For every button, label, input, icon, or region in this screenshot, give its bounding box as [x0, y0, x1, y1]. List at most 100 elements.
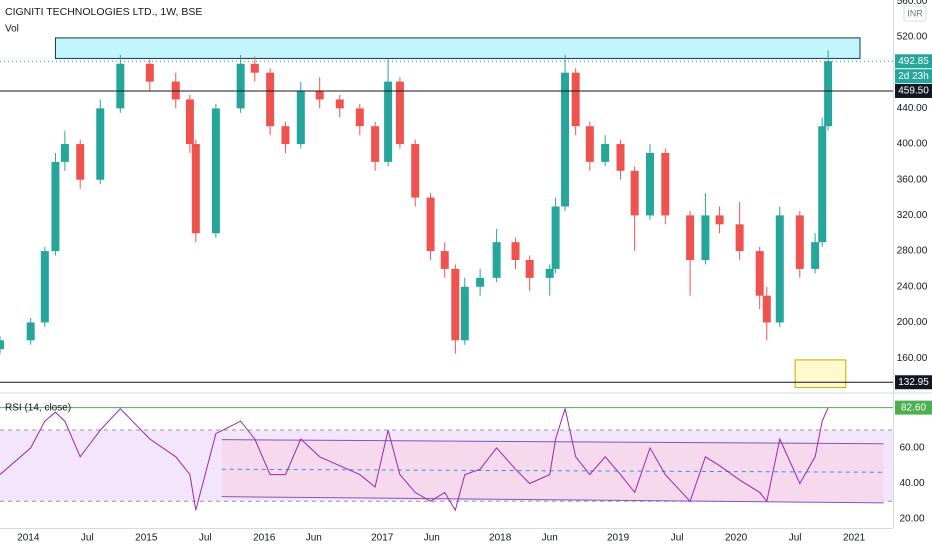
- x-tick-label: Jun: [424, 533, 440, 544]
- candle-body: [96, 108, 105, 180]
- rsi-title: RSI (14, close): [5, 403, 71, 414]
- x-tick-label: Jul: [199, 533, 212, 544]
- zone: [794, 359, 847, 389]
- candle-body: [211, 108, 220, 234]
- x-tick-label: 2014: [17, 533, 40, 544]
- y-tick-label: 560.00: [897, 0, 928, 7]
- candle-body: [645, 152, 654, 216]
- candle-body: [266, 72, 275, 127]
- candle-body: [116, 63, 125, 109]
- y-tick-label: 20.00: [899, 514, 924, 525]
- countdown-label: 2d 23h: [898, 71, 929, 82]
- candle-body: [476, 277, 485, 287]
- candle-body: [451, 268, 460, 341]
- candle-body: [571, 72, 580, 127]
- candle-body: [525, 260, 534, 278]
- rsi-line: [0, 406, 829, 512]
- price-tag-label: 459.50: [898, 86, 929, 97]
- candle-body: [145, 63, 154, 82]
- candle-body: [460, 286, 469, 341]
- price-tag: [895, 54, 932, 69]
- y-tick-label: 520.00: [897, 32, 928, 43]
- y-tick-label: 200.00: [897, 317, 928, 328]
- price-tag-label: 82.60: [901, 402, 926, 413]
- candle-body: [630, 170, 639, 216]
- y-tick-label: 400.00: [897, 139, 928, 150]
- candle-body: [60, 144, 69, 162]
- trend-line: [221, 439, 884, 445]
- chart-title: CIGNITI TECHNOLOGIES LTD., 1W, BSE: [5, 6, 202, 18]
- candle-body: [411, 144, 420, 198]
- x-tick-label: 2019: [607, 533, 630, 544]
- candle-body: [281, 126, 290, 145]
- candle-body: [545, 268, 554, 278]
- x-tick-label: Jul: [81, 533, 94, 544]
- trend-line: [221, 468, 884, 473]
- price-tag: [895, 400, 932, 415]
- y-tick-label: 440.00: [897, 103, 928, 114]
- volume-label: Vol: [5, 24, 19, 35]
- candle-body: [355, 108, 364, 127]
- candle-body: [191, 144, 200, 234]
- candle-body: [185, 99, 194, 145]
- candle-body: [561, 72, 570, 207]
- candle-body: [601, 144, 610, 162]
- candle-body: [616, 144, 625, 171]
- candle-body: [585, 126, 594, 162]
- candle-body: [511, 242, 520, 261]
- candle-body: [51, 161, 60, 252]
- candle-body: [686, 215, 695, 261]
- x-tick-label: Jun: [306, 533, 322, 544]
- candle-body: [26, 322, 35, 341]
- x-tick-label: Jun: [542, 533, 558, 544]
- x-tick-label: 2018: [489, 533, 512, 544]
- price-tag: [895, 83, 932, 98]
- zone: [54, 37, 861, 59]
- candle-body: [250, 63, 259, 73]
- candle-body: [818, 126, 827, 243]
- x-tick-label: 2015: [135, 533, 158, 544]
- candle-body: [315, 90, 324, 100]
- candle-body: [40, 251, 49, 323]
- candle-body: [0, 340, 4, 350]
- candle-body: [735, 224, 744, 252]
- candle-body: [762, 295, 771, 323]
- candle-body: [384, 81, 393, 162]
- candle-body: [426, 197, 435, 252]
- price-tag: [895, 375, 932, 390]
- candle-body: [701, 215, 710, 261]
- candle-body: [775, 215, 784, 323]
- y-tick-label: 40.00: [899, 478, 924, 489]
- candle-body: [811, 242, 820, 269]
- candle-body: [661, 152, 670, 216]
- x-tick-label: Jul: [789, 533, 802, 544]
- candle-body: [371, 126, 380, 162]
- currency-box[interactable]: [903, 5, 927, 22]
- candle-body: [236, 63, 245, 109]
- candle-body: [824, 61, 833, 127]
- candle-body: [715, 215, 724, 225]
- price-tag-label: 132.95: [898, 377, 929, 388]
- y-tick-label: 280.00: [897, 246, 928, 257]
- y-tick-label: 320.00: [897, 210, 928, 221]
- candle-body: [440, 251, 449, 269]
- candle-body: [551, 206, 560, 269]
- x-tick-label: 2016: [253, 533, 276, 544]
- y-tick-label: 160.00: [897, 353, 928, 364]
- y-tick-label: 360.00: [897, 174, 928, 185]
- candle-body: [296, 90, 305, 145]
- candle-body: [755, 251, 764, 296]
- y-tick-label: 60.00: [899, 443, 924, 454]
- rsi-channel: [221, 439, 884, 503]
- candle-body: [335, 99, 344, 109]
- currency-label[interactable]: INR: [907, 8, 923, 18]
- x-tick-label: 2020: [725, 533, 748, 544]
- candle-body: [76, 144, 85, 180]
- price-tag-label: 492.85: [898, 56, 929, 67]
- countdown-tag: [895, 69, 932, 84]
- y-tick-label: 240.00: [897, 281, 928, 292]
- x-tick-label: Jul: [671, 533, 684, 544]
- candle-body: [395, 81, 404, 145]
- candle-body: [492, 242, 501, 278]
